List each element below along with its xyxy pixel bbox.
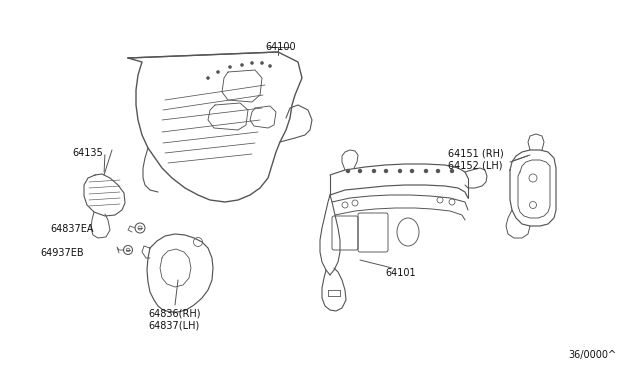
Text: 64937EB: 64937EB bbox=[40, 248, 84, 258]
Circle shape bbox=[250, 61, 254, 65]
Text: 64101: 64101 bbox=[385, 268, 415, 278]
Text: 64152 (LH): 64152 (LH) bbox=[448, 160, 502, 170]
Text: 64837EA: 64837EA bbox=[50, 224, 93, 234]
Circle shape bbox=[268, 64, 272, 68]
Text: 64151 (RH): 64151 (RH) bbox=[448, 148, 504, 158]
Circle shape bbox=[240, 63, 244, 67]
Circle shape bbox=[358, 169, 362, 173]
Text: 64100: 64100 bbox=[265, 42, 296, 52]
Circle shape bbox=[346, 169, 350, 173]
Circle shape bbox=[206, 76, 210, 80]
Text: 64837(LH): 64837(LH) bbox=[148, 320, 199, 330]
Text: 64135: 64135 bbox=[72, 148, 103, 158]
Circle shape bbox=[260, 61, 264, 65]
Circle shape bbox=[450, 169, 454, 173]
Text: 36/0000^: 36/0000^ bbox=[568, 350, 616, 360]
Circle shape bbox=[228, 65, 232, 69]
Circle shape bbox=[424, 169, 428, 173]
Circle shape bbox=[398, 169, 402, 173]
Circle shape bbox=[436, 169, 440, 173]
Circle shape bbox=[216, 70, 220, 74]
Circle shape bbox=[372, 169, 376, 173]
Circle shape bbox=[384, 169, 388, 173]
Text: 64836(RH): 64836(RH) bbox=[148, 308, 200, 318]
Circle shape bbox=[410, 169, 414, 173]
